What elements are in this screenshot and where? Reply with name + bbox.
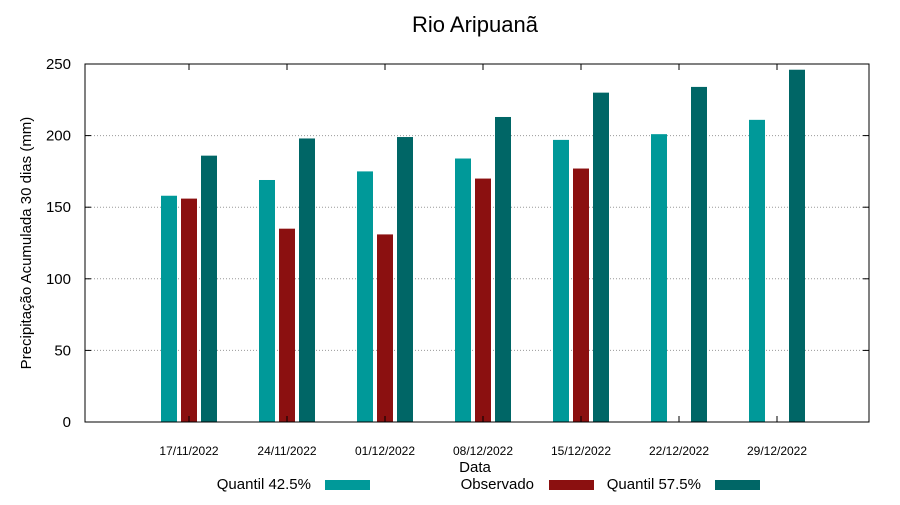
y-axis-label: Precipitação Acumulada 30 dias (mm) (18, 117, 35, 370)
bar (161, 195, 177, 422)
bar (475, 178, 491, 422)
x-tick-label: 15/12/2022 (551, 444, 611, 458)
legend: Quantil 42.5% Observado Quantil 57.5% (217, 476, 760, 493)
bar (553, 139, 569, 422)
x-tick-label: 24/11/2022 (257, 444, 316, 458)
x-tick-label: 29/12/2022 (747, 444, 807, 458)
bar (691, 86, 707, 423)
y-tick-label: 50 (54, 342, 71, 359)
bars (161, 69, 805, 423)
bar (201, 155, 217, 422)
y-tick-label: 100 (46, 271, 71, 288)
bar (495, 116, 511, 422)
bar (377, 234, 393, 422)
bar (397, 137, 413, 423)
chart-title: Rio Aripuanã (412, 12, 539, 37)
legend-swatch (325, 480, 370, 490)
y-tick-label: 250 (46, 56, 71, 73)
y-tick-label: 200 (46, 128, 71, 145)
legend-label: Observado (461, 476, 534, 493)
bar (181, 198, 197, 422)
bar (357, 171, 373, 422)
bar (593, 92, 609, 422)
x-tick-label: 01/12/2022 (355, 444, 415, 458)
bar (749, 119, 765, 423)
bar (455, 158, 471, 422)
x-tick-label: 08/12/2022 (453, 444, 513, 458)
y-tick-label: 0 (63, 414, 71, 431)
bar (259, 179, 275, 422)
bar (573, 168, 589, 422)
axis-ticks: 0 50 100 150 200 250 17/11/2022 24/11/2022 01/12… (46, 56, 869, 458)
x-axis-label: Data (459, 459, 491, 476)
legend-swatch (715, 480, 760, 490)
legend-swatch (549, 480, 594, 490)
bar (279, 228, 295, 422)
y-tick-label: 150 (46, 199, 71, 216)
legend-label: Quantil 42.5% (217, 476, 311, 493)
legend-label: Quantil 57.5% (607, 476, 701, 493)
x-tick-label: 17/11/2022 (159, 444, 218, 458)
bar (651, 134, 667, 422)
plot-frame (84, 63, 870, 423)
x-tick-label: 22/12/2022 (649, 444, 709, 458)
bar (789, 69, 805, 422)
bar (299, 138, 315, 423)
